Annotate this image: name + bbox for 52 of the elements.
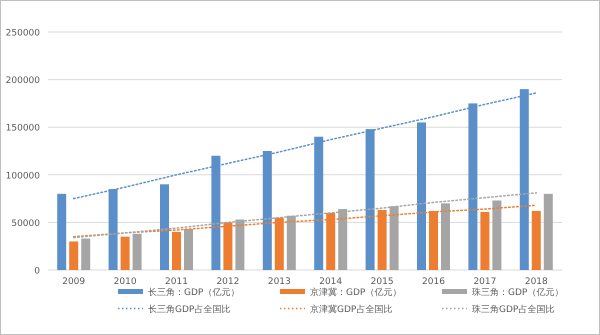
- bar: [160, 184, 169, 270]
- x-tick-label: 2009: [62, 277, 86, 287]
- legend-label: 京津冀：GDP（亿元）: [310, 287, 402, 298]
- bar: [468, 103, 478, 270]
- legend-label: 长三角GDP占全国比: [148, 304, 230, 315]
- y-tick-label: 100000: [6, 171, 40, 182]
- bar: [286, 216, 296, 270]
- x-tick-label: 2017: [473, 277, 496, 287]
- bar: [235, 220, 244, 270]
- y-tick-label: 150000: [6, 124, 40, 134]
- x-tick-label: 2012: [216, 277, 240, 287]
- y-tick-label: 250000: [6, 28, 40, 38]
- x-tick-label: 2016: [422, 277, 446, 287]
- bar: [532, 210, 541, 270]
- bar: [57, 194, 66, 270]
- bar: [326, 212, 336, 270]
- bar: [132, 234, 142, 270]
- x-tick-label: 2014: [319, 277, 342, 287]
- bar: [184, 229, 193, 270]
- bar: [366, 129, 375, 270]
- bar: [223, 222, 232, 270]
- bar: [429, 210, 438, 270]
- x-tick-label: 2018: [524, 277, 548, 287]
- bar: [69, 241, 78, 270]
- bar: [544, 194, 553, 270]
- bar: [172, 232, 181, 270]
- bar: [274, 218, 284, 270]
- bar: [211, 156, 220, 270]
- y-tick-label: 50000: [11, 218, 40, 229]
- legend-label: 珠三角GDP占全国比: [472, 304, 554, 315]
- bar: [441, 203, 450, 270]
- bar: [520, 89, 529, 270]
- y-tick-label: 200000: [6, 76, 40, 86]
- bar: [480, 212, 490, 270]
- legend-label: 京津冀GDP占全国比: [310, 304, 392, 315]
- bar: [314, 136, 324, 270]
- x-tick-label: 2015: [370, 277, 394, 287]
- bar: [262, 151, 272, 270]
- legend-label: 珠三角：GDP（亿元）: [472, 287, 564, 298]
- x-tick-label: 2010: [114, 277, 137, 287]
- bar: [81, 238, 90, 270]
- x-tick-label: 2013: [268, 277, 291, 287]
- bar: [492, 200, 502, 270]
- bar: [120, 236, 130, 270]
- bar: [378, 210, 387, 270]
- y-tick-label: 0: [34, 266, 40, 276]
- bar: [390, 206, 399, 270]
- bar: [338, 209, 348, 270]
- bar: [108, 189, 118, 270]
- bar: [417, 122, 426, 270]
- legend-label: 长三角：GDP（亿元）: [148, 287, 240, 298]
- x-tick-label: 2011: [165, 277, 188, 287]
